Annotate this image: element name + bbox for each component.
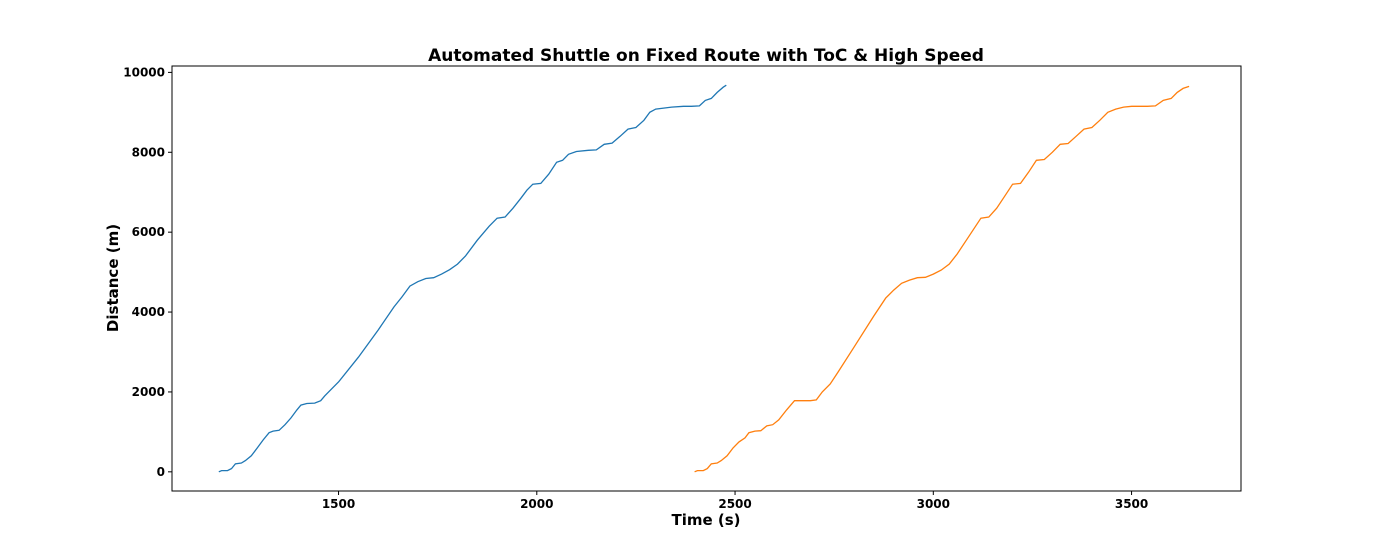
- x-axis-label: Time (s): [671, 511, 740, 529]
- plot-area-frame: [171, 65, 1242, 492]
- x-axis: 1500 2000 2500 3000 3500: [322, 491, 1148, 511]
- series-line-2: [694, 85, 1190, 473]
- chart-title: Automated Shuttle on Fixed Route with To…: [428, 46, 984, 66]
- x-tick-label: 2500: [718, 497, 751, 511]
- x-tick-label: 3000: [917, 497, 950, 511]
- x-tick-label: 3500: [1115, 497, 1148, 511]
- series-line-1: [218, 84, 727, 473]
- y-tick-label: 6000: [132, 225, 165, 239]
- x-tick-label: 2000: [520, 497, 553, 511]
- y-tick-label: 0: [157, 465, 165, 479]
- y-axis-label: Distance (m): [104, 224, 122, 332]
- y-tick-label: 4000: [132, 305, 165, 319]
- y-tick-label: 8000: [132, 145, 165, 159]
- x-tick-label: 1500: [322, 497, 355, 511]
- y-tick-label: 2000: [132, 385, 165, 399]
- series-layer: [218, 84, 1190, 473]
- y-axis: 0 2000 4000 6000 8000 10000: [123, 65, 172, 479]
- y-tick-label: 10000: [123, 65, 165, 79]
